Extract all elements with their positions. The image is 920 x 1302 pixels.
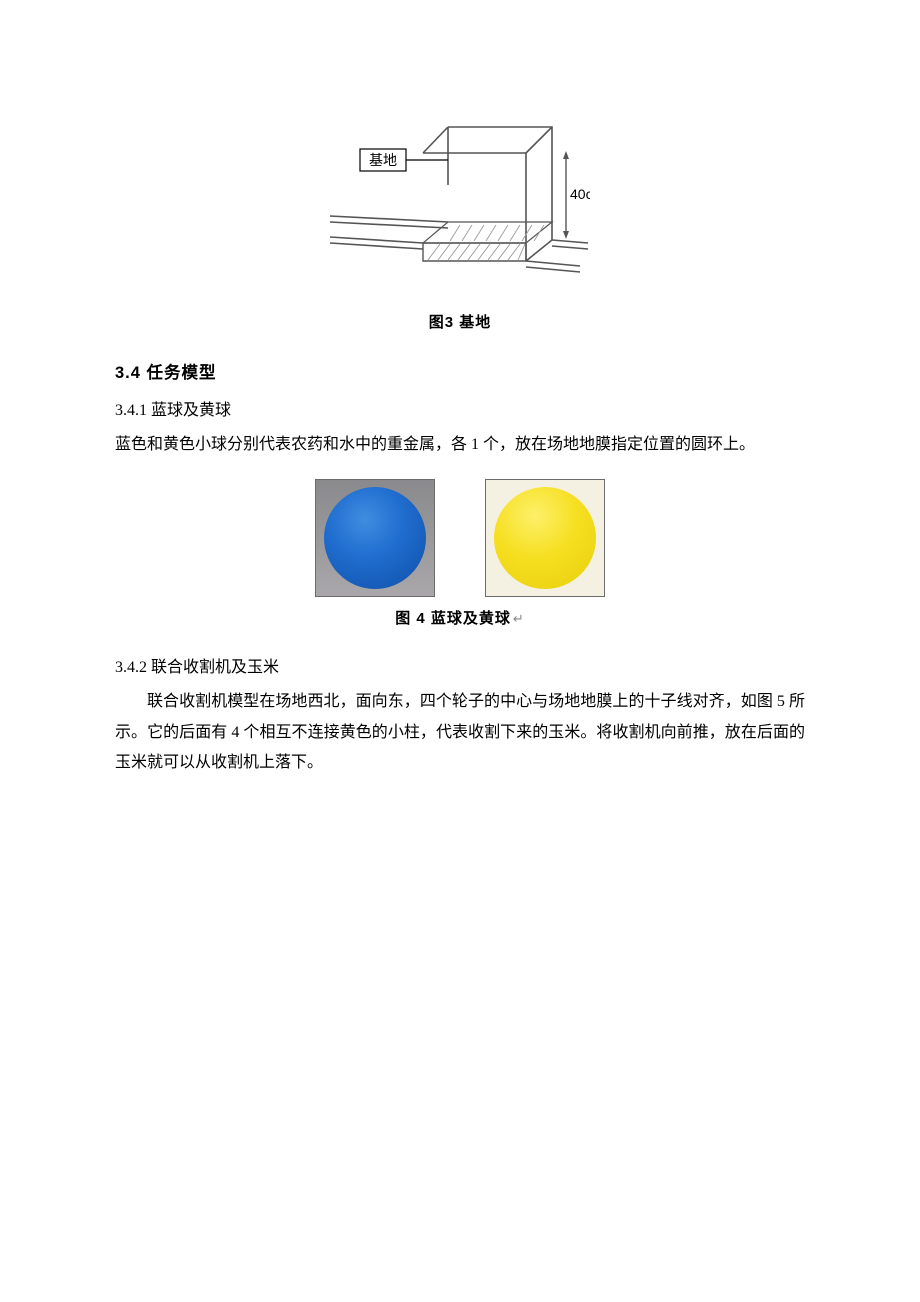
- figure-3-dim-text: 40cm: [570, 186, 590, 202]
- figure-4-caption-text: 图 4 蓝球及黄球: [395, 610, 511, 627]
- yellow-ball-photo: [485, 479, 605, 597]
- heading-3-4-1: 3.4.1 蓝球及黄球: [115, 396, 805, 426]
- heading-3-4: 3.4 任务模型: [115, 358, 805, 389]
- blue-ball-icon: [324, 487, 426, 589]
- figure-4-caption: 图 4 蓝球及黄球↵: [115, 605, 805, 634]
- heading-3-4-2: 3.4.2 联合收割机及玉米: [115, 653, 805, 683]
- paragraph-3-4-1: 蓝色和黄色小球分别代表农药和水中的重金属，各 1 个，放在场地地膜指定位置的圆环…: [115, 430, 805, 460]
- figure-3-caption: 图3 基地: [330, 309, 590, 338]
- return-mark-icon: ↵: [513, 611, 525, 626]
- figure-3: 基地 40cm 图3 基地: [115, 115, 805, 338]
- figure-3-svg: 基地 40cm: [330, 115, 590, 295]
- yellow-ball-icon: [494, 487, 596, 589]
- figure-3-diagram: 基地 40cm 图3 基地: [330, 115, 590, 338]
- blue-ball-photo: [315, 479, 435, 597]
- figure-3-label-text: 基地: [369, 152, 397, 169]
- paragraph-3-4-2: 联合收割机模型在场地西北，面向东，四个轮子的中心与场地地膜上的十子线对齐，如图 …: [115, 687, 805, 778]
- figure-4: [115, 479, 805, 597]
